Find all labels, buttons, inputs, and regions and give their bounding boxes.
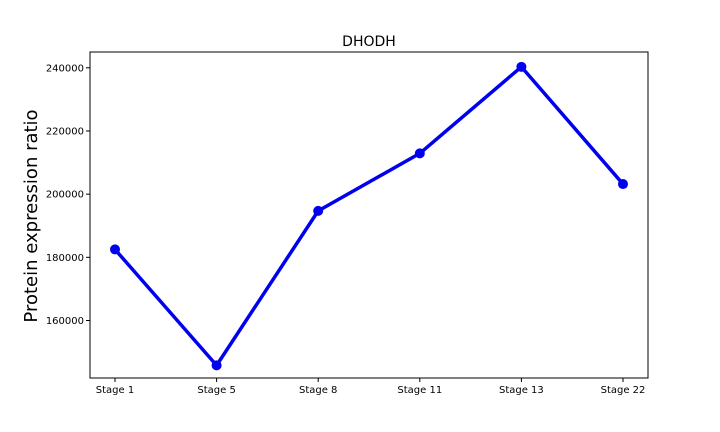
x-tick-label: Stage 5: [197, 385, 235, 396]
data-point: [414, 148, 425, 159]
x-tick-label: Stage 11: [397, 385, 442, 396]
y-tick-label: 180000: [46, 253, 84, 264]
data-point: [618, 179, 628, 190]
data-point: [110, 244, 120, 255]
x-tick-label: Stage 1: [96, 385, 134, 396]
series-line: [113, 65, 625, 368]
y-axis-label: Protein expression ratio: [21, 109, 42, 322]
y-tick-label: 200000: [46, 190, 84, 201]
x-tick-label: Stage 13: [499, 385, 544, 396]
plot-frame: [89, 51, 649, 379]
y-tick-label: 240000: [46, 63, 84, 74]
data-point: [516, 61, 527, 72]
plot-area: Stage 1 Stage 5 Stage 8 Stage 11 Stage 13 Sta…: [46, 61, 646, 396]
y-tick-label: 220000: [46, 126, 84, 137]
data-point: [313, 205, 324, 216]
x-tick-label: Stage 22: [601, 385, 646, 396]
chart-title: DHODH: [342, 34, 396, 50]
y-tick-label: 160000: [46, 316, 84, 327]
x-tick-label: Stage 8: [299, 385, 337, 396]
data-point: [211, 360, 222, 371]
